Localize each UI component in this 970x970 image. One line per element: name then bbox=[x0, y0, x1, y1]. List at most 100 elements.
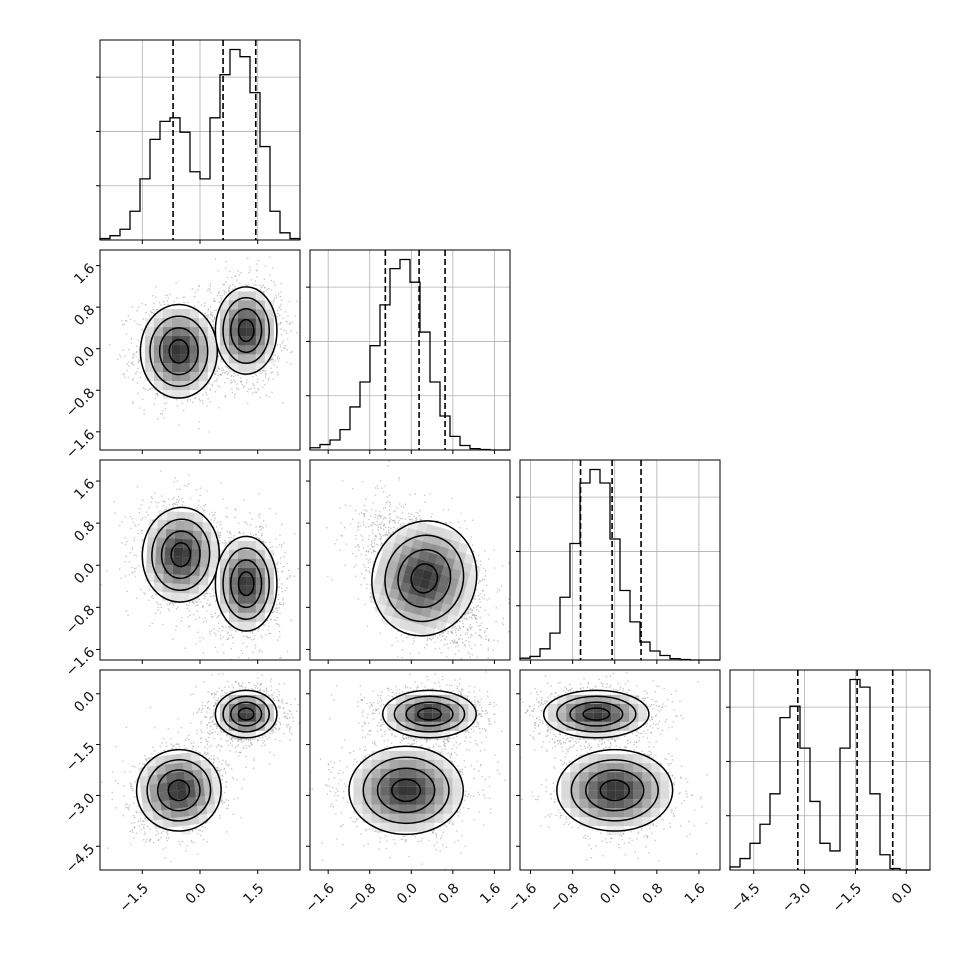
scatter-panel-1-3-point bbox=[221, 643, 224, 646]
hist-panel-2-step bbox=[309, 258, 510, 451]
scatter-panel-1-2-point bbox=[156, 309, 159, 311]
scatter-panel-1-3-point bbox=[218, 622, 220, 625]
scatter-panel-1-3-point bbox=[148, 588, 151, 591]
scatter-panel-1-2-point bbox=[253, 284, 255, 286]
scatter-panel-1-3-point bbox=[213, 632, 216, 634]
scatter-panel-1-3-point bbox=[135, 567, 137, 569]
scatter-panel-1-2-point bbox=[211, 319, 213, 321]
scatter-panel-1-2-point bbox=[194, 291, 197, 294]
scatter-panel-1-2-ytick-label: 0.0 bbox=[71, 344, 98, 371]
scatter-panel-1-3-point bbox=[213, 596, 215, 598]
scatter-panel-1-2-density-cell bbox=[171, 309, 181, 319]
scatter-panel-1-2-point bbox=[204, 312, 207, 315]
scatter-panel-1-2-point bbox=[284, 345, 286, 347]
scatter-panel-1-2-point bbox=[254, 373, 257, 376]
scatter-panel-1-2-density-cell bbox=[189, 354, 199, 364]
scatter-panel-1-3-point bbox=[141, 517, 144, 519]
scatter-panel-1-3-point bbox=[282, 599, 284, 601]
scatter-panel-1-2-point bbox=[231, 276, 233, 279]
scatter-panel-1-3-point bbox=[278, 625, 281, 627]
scatter-panel-1-3-point bbox=[279, 657, 281, 659]
scatter-panel-1-2-point bbox=[153, 302, 155, 305]
scatter-panel-1-3-point bbox=[204, 595, 207, 598]
scatter-panel-1-3-point bbox=[187, 616, 190, 618]
scatter-panel-1-3-point bbox=[209, 604, 212, 607]
scatter-panel-1-3-point bbox=[118, 568, 121, 570]
scatter-panel-1-2-density-cell bbox=[180, 363, 190, 373]
scatter-panel-1-3-point bbox=[303, 573, 305, 575]
scatter-panel-1-2-point bbox=[156, 393, 159, 396]
scatter-panel-1-3-point bbox=[278, 578, 281, 581]
scatter-panel-1-3-point bbox=[226, 530, 228, 533]
scatter-panel-1-2-density-cell bbox=[189, 363, 199, 373]
scatter-panel-1-2-point bbox=[274, 354, 276, 357]
scatter-panel-1-3-point bbox=[134, 575, 137, 578]
scatter-panel-1-2-density-cell bbox=[207, 345, 217, 355]
scatter-panel-1-2-point bbox=[279, 314, 281, 317]
scatter-panel-1-3-point bbox=[232, 642, 235, 644]
scatter-panel-1-2-point bbox=[270, 372, 273, 374]
scatter-panel-1-2-density-cell bbox=[237, 300, 247, 310]
scatter-panel-1-2-point bbox=[285, 332, 288, 335]
scatter-panel-1-3-point bbox=[100, 584, 102, 586]
scatter-panel-1-2-point bbox=[214, 390, 217, 393]
scatter-panel-1-2-point bbox=[224, 395, 226, 397]
scatter-panel-1-2-point bbox=[238, 274, 241, 276]
scatter-panel-1-3-point bbox=[275, 611, 278, 614]
scatter-panel-1-3-point bbox=[271, 612, 274, 614]
scatter-panel-1-3-point bbox=[189, 497, 192, 500]
scatter-panel-1-2-density-cell bbox=[144, 318, 154, 328]
scatter-panel-1-3-point bbox=[169, 602, 171, 604]
scatter-panel-1-2-point bbox=[211, 320, 214, 323]
scatter-panel-1-2-density-cell bbox=[198, 381, 208, 391]
scatter-panel-1-2-point bbox=[166, 294, 169, 296]
scatter-panel-1-3-point bbox=[141, 539, 144, 541]
scatter-panel-1-3-point bbox=[157, 502, 160, 504]
scatter-panel-1-3-point bbox=[214, 511, 217, 514]
scatter-panel-1-2-point bbox=[271, 391, 273, 394]
scatter-panel-1-2-point bbox=[136, 309, 138, 312]
scatter-panel-1-3-point bbox=[120, 577, 123, 579]
scatter-panel-1-3-point bbox=[265, 541, 267, 544]
scatter-panel-1-2-point bbox=[212, 326, 215, 329]
hist-panel-4-frame bbox=[729, 669, 931, 871]
scatter-panel-1-2-point bbox=[280, 349, 283, 352]
scatter-panel-1-2-point bbox=[118, 354, 121, 356]
scatter-panel-1-2-point bbox=[286, 338, 289, 340]
scatter-panel-1-3-point bbox=[258, 537, 261, 540]
scatter-panel-1-3-point bbox=[140, 532, 143, 535]
scatter-panel-1-3-point bbox=[168, 609, 171, 612]
scatter-panel-1-2-density-cell bbox=[189, 372, 199, 382]
scatter-panel-1-2-point bbox=[278, 357, 281, 360]
scatter-panel-1-2-ytick-label: 1.6 bbox=[71, 260, 98, 287]
scatter-panel-1-2-point bbox=[233, 372, 235, 375]
scatter-panel-1-3-point bbox=[124, 543, 127, 546]
scatter-panel-1-2-point bbox=[277, 293, 280, 296]
scatter-panel-1-3-point bbox=[238, 531, 240, 534]
scatter-panel-1-3-point bbox=[161, 495, 163, 497]
scatter-panel-1-3-point bbox=[224, 539, 226, 542]
scatter-panel-1-2-point bbox=[136, 370, 138, 373]
scatter-panel-1-2-density-cell bbox=[228, 318, 238, 328]
scatter-panel-1-2-density-cell bbox=[153, 381, 163, 391]
scatter-panel-1-2-point bbox=[217, 374, 220, 377]
scatter-panel-1-2-point bbox=[213, 317, 216, 319]
scatter-panel-1-3-point bbox=[162, 505, 165, 507]
scatter-panel-1-2-point bbox=[273, 299, 276, 302]
scatter-panel-1-2-point bbox=[209, 317, 211, 319]
scatter-panel-1-3-point bbox=[126, 590, 128, 593]
scatter-panel-1-3-point bbox=[150, 596, 153, 598]
scatter-panel-1-2-point bbox=[257, 378, 259, 381]
scatter-panel-1-2-point bbox=[260, 289, 262, 291]
scatter-panel-1-3-point bbox=[176, 606, 179, 609]
scatter-panel-1-3-point bbox=[261, 636, 264, 639]
scatter-panel-1-3-point bbox=[199, 601, 201, 603]
scatter-panel-1-3-point bbox=[279, 601, 281, 604]
scatter-panel-1-3-point bbox=[156, 505, 158, 508]
scatter-panel-1-3-point bbox=[260, 528, 263, 530]
scatter-panel-1-3-point bbox=[154, 501, 157, 504]
scatter-panel-1-2-point bbox=[230, 375, 233, 378]
scatter-panel-1-2-density-cell bbox=[228, 336, 238, 346]
scatter-panel-1-2-point bbox=[290, 330, 293, 332]
scatter-panel-1-2-point bbox=[265, 290, 268, 292]
